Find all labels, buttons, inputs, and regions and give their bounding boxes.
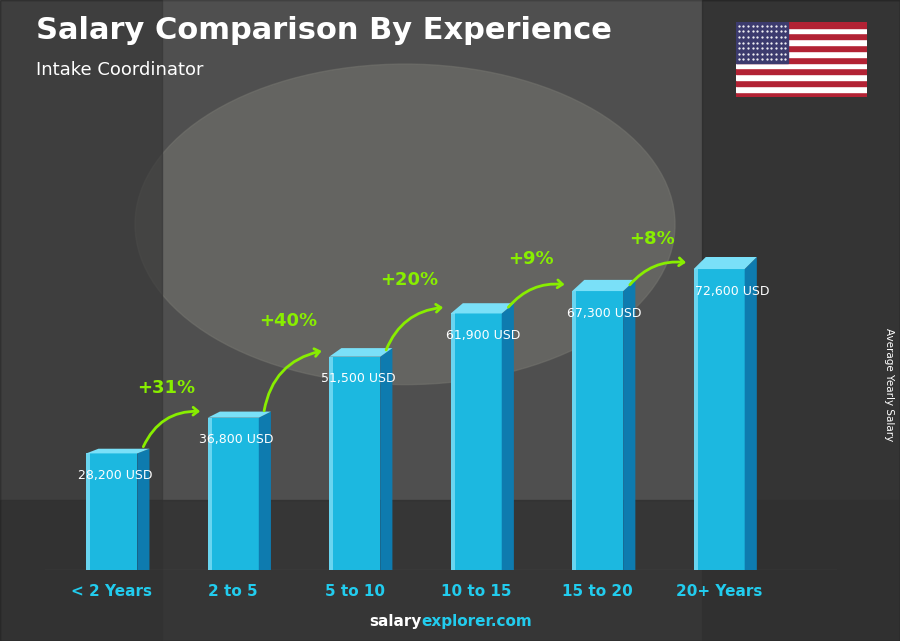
Polygon shape (694, 257, 757, 269)
Text: 72,600 USD: 72,600 USD (695, 285, 770, 298)
Text: salary: salary (369, 615, 421, 629)
Bar (736, 74, 867, 80)
Polygon shape (208, 418, 211, 570)
Polygon shape (451, 313, 454, 570)
Bar (736, 22, 788, 63)
Text: 67,300 USD: 67,300 USD (567, 307, 642, 320)
Bar (736, 69, 867, 74)
Bar (736, 22, 867, 28)
Text: 36,800 USD: 36,800 USD (199, 433, 274, 447)
Bar (736, 63, 867, 69)
Polygon shape (86, 453, 138, 570)
Text: +9%: +9% (508, 250, 554, 268)
Text: +20%: +20% (381, 271, 438, 288)
Polygon shape (86, 453, 90, 570)
Bar (702, 0, 900, 641)
Polygon shape (208, 412, 271, 418)
Text: +31%: +31% (138, 379, 195, 397)
Bar (736, 51, 867, 56)
Polygon shape (501, 303, 514, 570)
Text: +40%: +40% (259, 312, 317, 329)
Polygon shape (329, 356, 333, 570)
Bar (736, 28, 867, 33)
Polygon shape (744, 257, 757, 570)
Text: 28,200 USD: 28,200 USD (77, 469, 152, 482)
Bar (0, 500, 900, 641)
Text: Average Yearly Salary: Average Yearly Salary (884, 328, 894, 441)
Polygon shape (329, 348, 392, 356)
Polygon shape (572, 280, 635, 291)
Bar (736, 92, 867, 97)
Text: 61,900 USD: 61,900 USD (446, 329, 520, 342)
Bar (0, 0, 162, 641)
Bar (736, 86, 867, 92)
Polygon shape (259, 412, 271, 570)
Polygon shape (572, 291, 623, 570)
Polygon shape (208, 418, 259, 570)
Bar (736, 45, 867, 51)
Polygon shape (694, 269, 744, 570)
Bar (736, 80, 867, 86)
Bar (736, 33, 867, 39)
Polygon shape (572, 291, 576, 570)
Text: +8%: +8% (629, 230, 675, 248)
Text: explorer.com: explorer.com (421, 615, 532, 629)
Bar (736, 56, 867, 63)
Polygon shape (451, 303, 514, 313)
Polygon shape (138, 449, 149, 570)
Polygon shape (694, 269, 698, 570)
Text: Intake Coordinator: Intake Coordinator (36, 61, 203, 79)
Polygon shape (451, 313, 501, 570)
Polygon shape (381, 348, 392, 570)
Bar (736, 39, 867, 45)
Polygon shape (86, 449, 149, 453)
Polygon shape (329, 356, 381, 570)
Ellipse shape (135, 64, 675, 385)
Polygon shape (623, 280, 635, 570)
Text: 51,500 USD: 51,500 USD (320, 372, 395, 385)
Text: Salary Comparison By Experience: Salary Comparison By Experience (36, 16, 612, 45)
